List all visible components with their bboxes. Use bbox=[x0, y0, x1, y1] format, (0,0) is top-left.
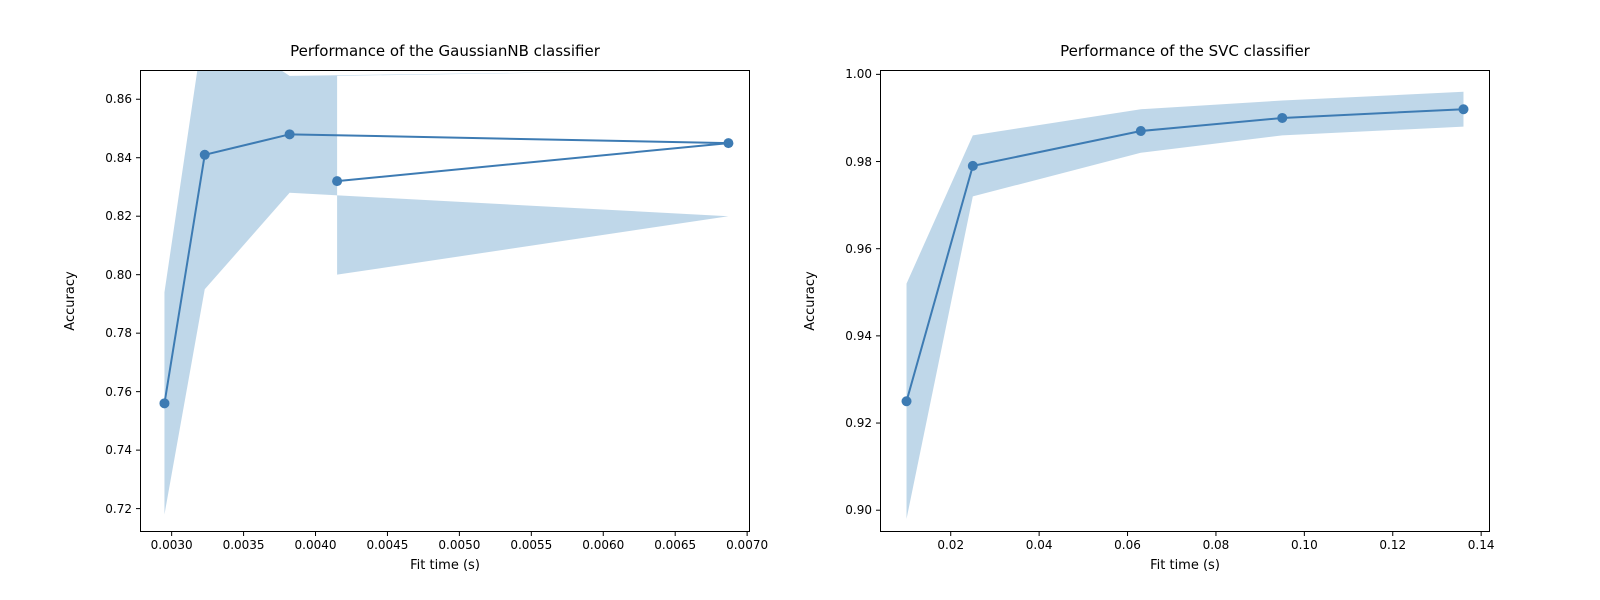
x-tick-label: 0.04 bbox=[1026, 538, 1053, 552]
y-tick-label: 0.80 bbox=[105, 268, 132, 282]
data-point bbox=[200, 150, 210, 160]
x-tick-label: 0.0065 bbox=[654, 538, 696, 552]
x-tick-label: 0.06 bbox=[1114, 538, 1141, 552]
x-tick-label: 0.0040 bbox=[295, 538, 337, 552]
confidence-band bbox=[907, 92, 1464, 519]
x-tick-label: 0.10 bbox=[1291, 538, 1318, 552]
subplot-gnb: Performance of the GaussianNB classifier… bbox=[140, 70, 750, 532]
subplot-svc: Performance of the SVC classifier Fit ti… bbox=[880, 70, 1490, 532]
xlabel-gnb: Fit time (s) bbox=[140, 558, 750, 573]
x-tick-label: 0.08 bbox=[1203, 538, 1230, 552]
y-tick-label: 0.96 bbox=[845, 242, 872, 256]
y-tick-label: 0.72 bbox=[105, 502, 132, 516]
y-tick-label: 1.00 bbox=[845, 67, 872, 81]
title-svc: Performance of the SVC classifier bbox=[880, 42, 1490, 60]
y-tick-label: 0.98 bbox=[845, 155, 872, 169]
figure: Performance of the GaussianNB classifier… bbox=[0, 0, 1600, 600]
data-point bbox=[285, 129, 295, 139]
y-tick-label: 0.76 bbox=[105, 385, 132, 399]
ylabel-svc: Accuracy bbox=[803, 70, 818, 532]
data-point bbox=[968, 161, 978, 171]
data-point bbox=[1277, 113, 1287, 123]
y-tick-label: 0.92 bbox=[845, 416, 872, 430]
chart-svg-gnb bbox=[140, 70, 750, 532]
data-point bbox=[1136, 126, 1146, 136]
title-gnb: Performance of the GaussianNB classifier bbox=[140, 42, 750, 60]
x-tick-label: 0.0050 bbox=[438, 538, 480, 552]
y-tick-label: 0.90 bbox=[845, 503, 872, 517]
y-tick-label: 0.94 bbox=[845, 329, 872, 343]
data-point bbox=[332, 176, 342, 186]
y-tick-label: 0.74 bbox=[105, 443, 132, 457]
data-point bbox=[902, 396, 912, 406]
x-tick-label: 0.0030 bbox=[151, 538, 193, 552]
data-point bbox=[159, 398, 169, 408]
x-tick-label: 0.02 bbox=[937, 538, 964, 552]
x-tick-label: 0.0060 bbox=[582, 538, 624, 552]
x-tick-label: 0.0055 bbox=[510, 538, 552, 552]
x-tick-label: 0.12 bbox=[1379, 538, 1406, 552]
y-tick-label: 0.86 bbox=[105, 92, 132, 106]
ylabel-gnb: Accuracy bbox=[63, 70, 78, 532]
x-tick-label: 0.0045 bbox=[366, 538, 408, 552]
y-tick-label: 0.78 bbox=[105, 326, 132, 340]
data-point bbox=[723, 138, 733, 148]
y-tick-label: 0.82 bbox=[105, 209, 132, 223]
chart-svg-svc bbox=[880, 70, 1490, 532]
y-tick-label: 0.84 bbox=[105, 151, 132, 165]
x-tick-label: 0.14 bbox=[1468, 538, 1495, 552]
confidence-band bbox=[164, 20, 728, 514]
data-point bbox=[1458, 104, 1468, 114]
x-tick-label: 0.0070 bbox=[726, 538, 768, 552]
xlabel-svc: Fit time (s) bbox=[880, 558, 1490, 573]
x-tick-label: 0.0035 bbox=[223, 538, 265, 552]
